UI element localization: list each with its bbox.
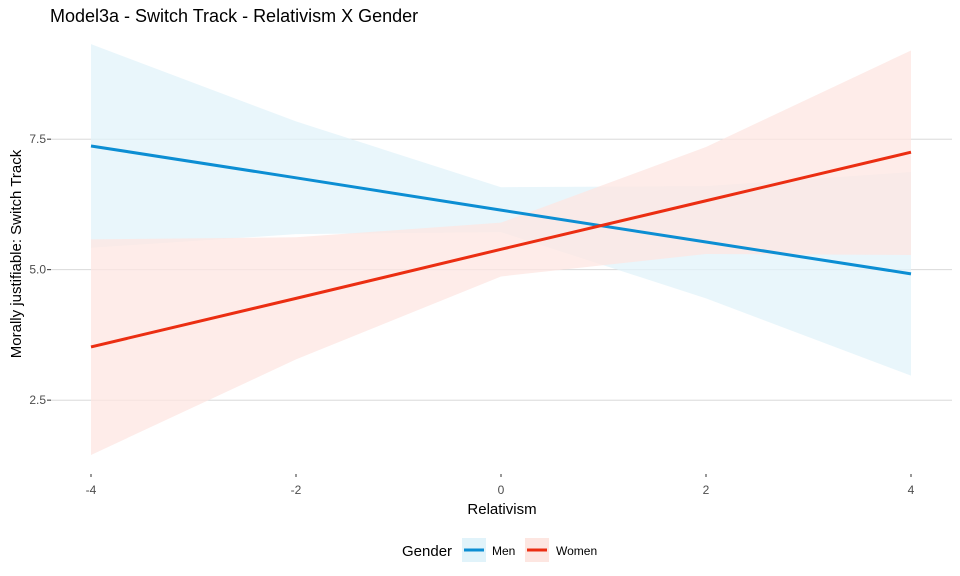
series-lines <box>90 144 912 349</box>
chart-title: Model3a - Switch Track - Relativism X Ge… <box>50 6 418 26</box>
x-tick-label-4: 4 <box>908 483 915 497</box>
legend-label-women: Women <box>556 544 597 558</box>
y-tick-label-1: 5.0 <box>29 263 46 277</box>
x-tick-label-0: -4 <box>86 483 97 497</box>
x-tick-label-1: -2 <box>291 483 302 497</box>
line-women <box>90 150 912 349</box>
y-tick-label-0: 2.5 <box>29 393 46 407</box>
ribbon-women <box>91 50 911 455</box>
legend-title: Gender <box>402 543 452 560</box>
y-axis-title: Morally justifiable: Switch Track <box>8 149 25 358</box>
x-axis-title: Relativism <box>467 501 536 518</box>
y-axis: 2.5 5.0 7.5 <box>29 132 51 407</box>
legend: Gender Men Women <box>402 538 597 562</box>
x-tick-label-3: 2 <box>703 483 710 497</box>
x-axis: -4 -2 0 2 4 <box>86 474 915 497</box>
legend-label-men: Men <box>492 544 515 558</box>
y-tick-label-2: 7.5 <box>29 132 46 146</box>
x-tick-label-2: 0 <box>498 483 505 497</box>
line-men <box>90 144 912 276</box>
